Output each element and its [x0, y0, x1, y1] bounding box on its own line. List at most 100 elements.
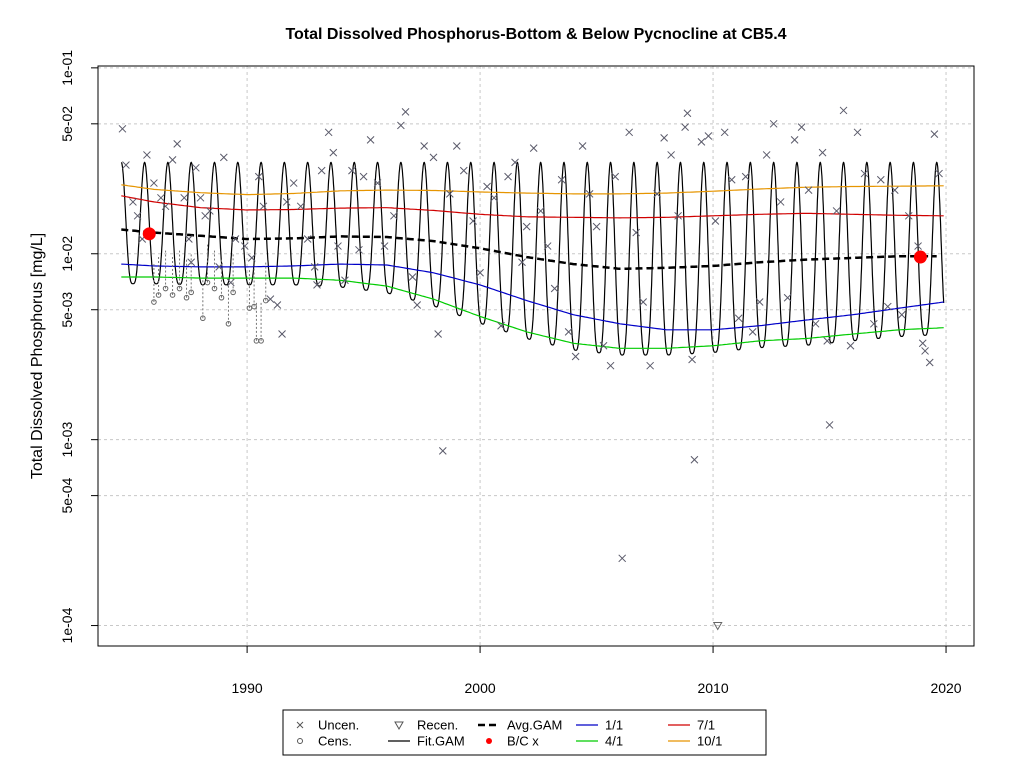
uncensored-point — [918, 339, 927, 348]
uncensored-point — [823, 336, 832, 345]
uncensored-point — [122, 161, 130, 169]
uncensored-point — [452, 142, 461, 150]
censored-point — [183, 259, 190, 301]
uncensored-point — [839, 106, 848, 115]
legend-item: 4/1 — [576, 734, 623, 749]
bc-point — [142, 227, 156, 241]
uncensored-point — [876, 175, 885, 184]
uncensored-point — [914, 242, 922, 250]
uncensored-point — [219, 153, 228, 162]
uncensored-point — [578, 142, 587, 150]
uncensored-point — [413, 301, 422, 309]
uncensored-point — [273, 301, 282, 309]
series-7-1 — [121, 195, 944, 219]
uncensored-point — [683, 109, 692, 118]
uncensored-point — [704, 132, 713, 140]
censored-point — [218, 259, 225, 301]
censored-point — [200, 280, 206, 322]
series-4-1 — [121, 276, 944, 349]
uncensored-point — [490, 193, 498, 202]
uncensored-point — [804, 186, 813, 194]
legend-item: Recen. — [394, 718, 458, 733]
uncensored-point — [511, 158, 519, 167]
recensored-point — [712, 622, 723, 631]
series-avg-gam — [121, 228, 937, 271]
uncensored-point — [247, 254, 256, 262]
uncensored-point — [317, 166, 326, 175]
legend-label: 10/1 — [697, 734, 722, 749]
uncensored-point — [660, 134, 668, 142]
uncensored-point — [697, 137, 706, 146]
uncensored-point — [157, 193, 165, 202]
uncensored-point — [118, 124, 127, 133]
uncensored-point — [550, 284, 559, 293]
uncensored-point — [720, 128, 729, 137]
uncensored-point — [543, 242, 552, 250]
uncensored-point — [681, 123, 689, 131]
uncensored-point — [459, 166, 468, 175]
uncensored-point — [497, 321, 505, 330]
censored-point — [246, 270, 253, 311]
uncensored-point — [254, 172, 263, 181]
uncensored-point — [438, 447, 447, 455]
uncensored-point — [667, 151, 675, 159]
uncensored-point — [825, 421, 834, 429]
uncensored-point — [618, 554, 627, 563]
uncensored-point — [282, 198, 291, 206]
censored-point — [155, 257, 162, 298]
uncensored-point — [797, 123, 806, 131]
x-tick-label: 1990 — [232, 680, 263, 696]
legend-label: Fit.GAM — [417, 734, 465, 749]
uncensored-point — [476, 268, 484, 277]
y-tick-label: 1e-04 — [59, 607, 75, 643]
uncensored-point — [921, 347, 929, 355]
uncensored-point — [133, 211, 142, 220]
censored-point — [176, 250, 183, 292]
y-axis-label: Total Dissolved Phosphorus [mg/L] — [29, 233, 46, 479]
uncensored-point — [324, 128, 333, 137]
uncensored-point — [191, 163, 200, 172]
uncensored-point — [445, 190, 454, 198]
legend: Uncen. Recen. Avg.GAM 1/1 7/1 Cens. Fit.GAM B/C… — [282, 709, 767, 756]
y-tick-label: 5e-03 — [59, 292, 75, 328]
uncensored-point — [853, 128, 862, 137]
bc-point — [913, 250, 927, 264]
censored-point — [162, 250, 169, 292]
censored-point — [188, 254, 194, 296]
x-tick-label: 2020 — [930, 680, 961, 696]
uncensored-point — [869, 319, 878, 328]
censored-point — [204, 244, 211, 286]
uncensored-point — [860, 169, 869, 178]
legend-box — [282, 709, 767, 756]
x-tick-label: 2000 — [465, 680, 496, 696]
uncensored-point — [611, 172, 620, 181]
uncensored-point — [278, 330, 286, 338]
uncensored-point — [355, 245, 363, 254]
uncensored-point — [818, 148, 827, 157]
legend-label: Uncen. — [318, 718, 359, 733]
censored-point — [251, 268, 257, 310]
uncensored-point — [469, 217, 477, 225]
censored-point — [169, 257, 176, 298]
uncensored-point — [646, 361, 655, 370]
uncensored-point — [429, 153, 438, 162]
uncensored-point — [504, 172, 512, 181]
uncensored-point — [930, 130, 939, 138]
uncensored-point — [187, 258, 196, 267]
y-tick-label: 1e-01 — [59, 50, 75, 86]
uncensored-point — [776, 198, 785, 206]
series-10-1 — [121, 184, 944, 196]
y-tick-label: 1e-02 — [59, 236, 75, 272]
legend-label: Cens. — [318, 734, 352, 749]
uncensored-point — [231, 235, 240, 243]
uncensored-point — [348, 166, 356, 175]
uncensored-point — [434, 330, 443, 338]
uncensored-point — [205, 207, 214, 215]
uncensored-point — [564, 328, 573, 336]
uncensored-point — [289, 179, 298, 187]
uncensored-point — [303, 235, 312, 243]
series-1-1 — [121, 263, 944, 331]
uncensored-point — [196, 193, 205, 202]
uncensored-point — [897, 310, 906, 319]
